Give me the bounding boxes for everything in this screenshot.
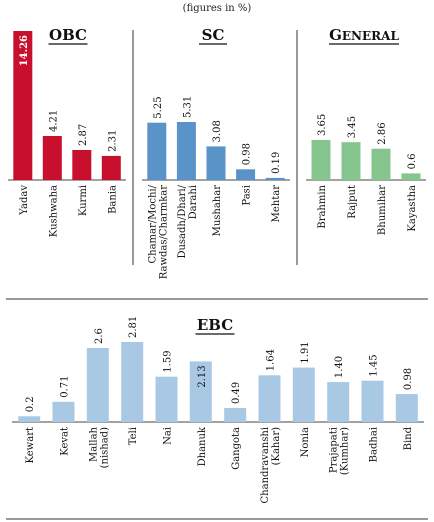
value-label-dhanuk: 2.13: [197, 365, 208, 387]
category-label-prajapati-kumhar: Prajapati(Kumhar): [329, 427, 351, 475]
category-label-gangota: Gangota: [231, 427, 242, 470]
category-label-pasi: Pasi: [242, 185, 253, 206]
value-label-mushahar: 3.08: [212, 120, 223, 142]
bar-nonia: [292, 367, 315, 422]
panel-title-obc: OBC: [49, 26, 87, 44]
bar-kewart: [18, 416, 41, 422]
category-label-rajput: Rajput: [347, 185, 358, 219]
bar-dusadh-dhari-darahi: [176, 122, 196, 180]
value-label-bania: 2.31: [107, 130, 118, 152]
value-label-rajput: 3.45: [347, 116, 358, 138]
value-label-chamar-mochi-rawdas-charmkar: 5.25: [153, 96, 164, 118]
value-label-brahmin: 3.65: [317, 114, 328, 136]
value-label-kayastha: 0.6: [407, 153, 418, 169]
category-label-bhumihar: Bhumihar: [377, 185, 388, 235]
value-label-bhumihar: 2.86: [377, 122, 388, 144]
panel-title-general: GENERAL: [329, 26, 399, 44]
category-label-bind: Bind: [403, 426, 414, 450]
category-label-kurmi: Kurmi: [78, 185, 89, 216]
category-label-kayastha: Kayastha: [407, 185, 418, 232]
value-label-teli: 2.81: [128, 316, 139, 338]
value-label-nonia: 1.91: [300, 341, 311, 363]
category-label-dusadh-dhari-darahi: Dusadh/Dhari/Darahi: [177, 184, 199, 258]
category-label-chandravanshi-kahar: Chandravanshi(Kahar): [260, 427, 282, 504]
value-label-bind: 0.98: [403, 368, 414, 390]
value-label-prajapati-kumhar: 1.40: [334, 356, 345, 378]
value-label-mallah-nishad: 2.6: [94, 328, 105, 344]
bar-kushwaha: [42, 136, 62, 180]
category-label-nai: Nai: [163, 427, 174, 445]
category-label-mushahar: Mushahar: [212, 185, 223, 237]
bar-prajapati-kumhar: [327, 382, 350, 422]
panel-title-ebc: EBC: [197, 316, 233, 334]
value-label-dusadh-dhari-darahi: 5.31: [182, 96, 193, 118]
bar-mallah-nishad: [86, 348, 109, 422]
category-label-bania: Bania: [107, 185, 118, 214]
value-label-kevat: 0.71: [60, 376, 71, 398]
bar-chandravanshi-kahar: [258, 375, 281, 422]
bar-kurmi: [72, 150, 92, 180]
bar-chamar-mochi-rawdas-charmkar: [147, 122, 167, 180]
bar-dhanuk: [189, 361, 212, 422]
bar-yadav: [13, 31, 33, 180]
bar-teli: [121, 342, 144, 422]
value-label-mehtar: 0.19: [271, 152, 282, 174]
value-label-kushwaha: 4.21: [48, 110, 59, 132]
value-label-gangota: 0.49: [231, 382, 242, 404]
value-label-kurmi: 2.87: [78, 124, 89, 146]
category-label-kushwaha: Kushwaha: [48, 185, 59, 237]
bar-mushahar: [206, 146, 226, 180]
value-label-kewart: 0.2: [25, 396, 36, 412]
value-label-chandravanshi-kahar: 1.64: [266, 349, 277, 371]
bar-kayastha: [401, 173, 421, 180]
bar-bind: [395, 394, 418, 422]
bar-mehtar: [265, 177, 285, 180]
bar-bania: [101, 155, 121, 180]
bar-rajput: [341, 142, 361, 180]
category-label-mallah-nishad: Mallah(nishad): [88, 426, 110, 468]
bar-bhumihar: [371, 148, 391, 180]
bar-gangota: [224, 408, 247, 422]
value-label-yadav: 14.26: [19, 35, 30, 66]
category-label-mehtar: Mehtar: [271, 185, 282, 223]
category-label-nonia: Nonia: [300, 427, 311, 457]
value-label-pasi: 0.98: [242, 143, 253, 165]
bar-nai: [155, 376, 178, 422]
bar-badhai: [361, 380, 384, 422]
category-label-yadav: Yadav: [19, 185, 30, 216]
category-label-brahmin: Brahmin: [317, 184, 328, 228]
category-label-dhanuk: Dhanuk: [197, 426, 208, 466]
category-label-teli: Teli: [128, 427, 139, 445]
value-label-badhai: 1.45: [369, 354, 380, 376]
category-label-kewart: Kewart: [25, 427, 36, 463]
panel-title-sc: SC: [202, 26, 225, 44]
category-label-chamar-mochi-rawdas-charmkar: Chamar/Mochi/Rawdas/Charmkar: [147, 184, 169, 279]
category-label-kevat: Kevat: [60, 427, 71, 456]
bar-brahmin: [311, 140, 331, 180]
category-label-badhai: Badhai: [369, 427, 380, 462]
bar-pasi: [236, 169, 256, 180]
bar-kevat: [52, 401, 75, 422]
value-label-nai: 1.59: [163, 350, 174, 372]
chart-subtitle: (figures in %): [182, 3, 252, 14]
